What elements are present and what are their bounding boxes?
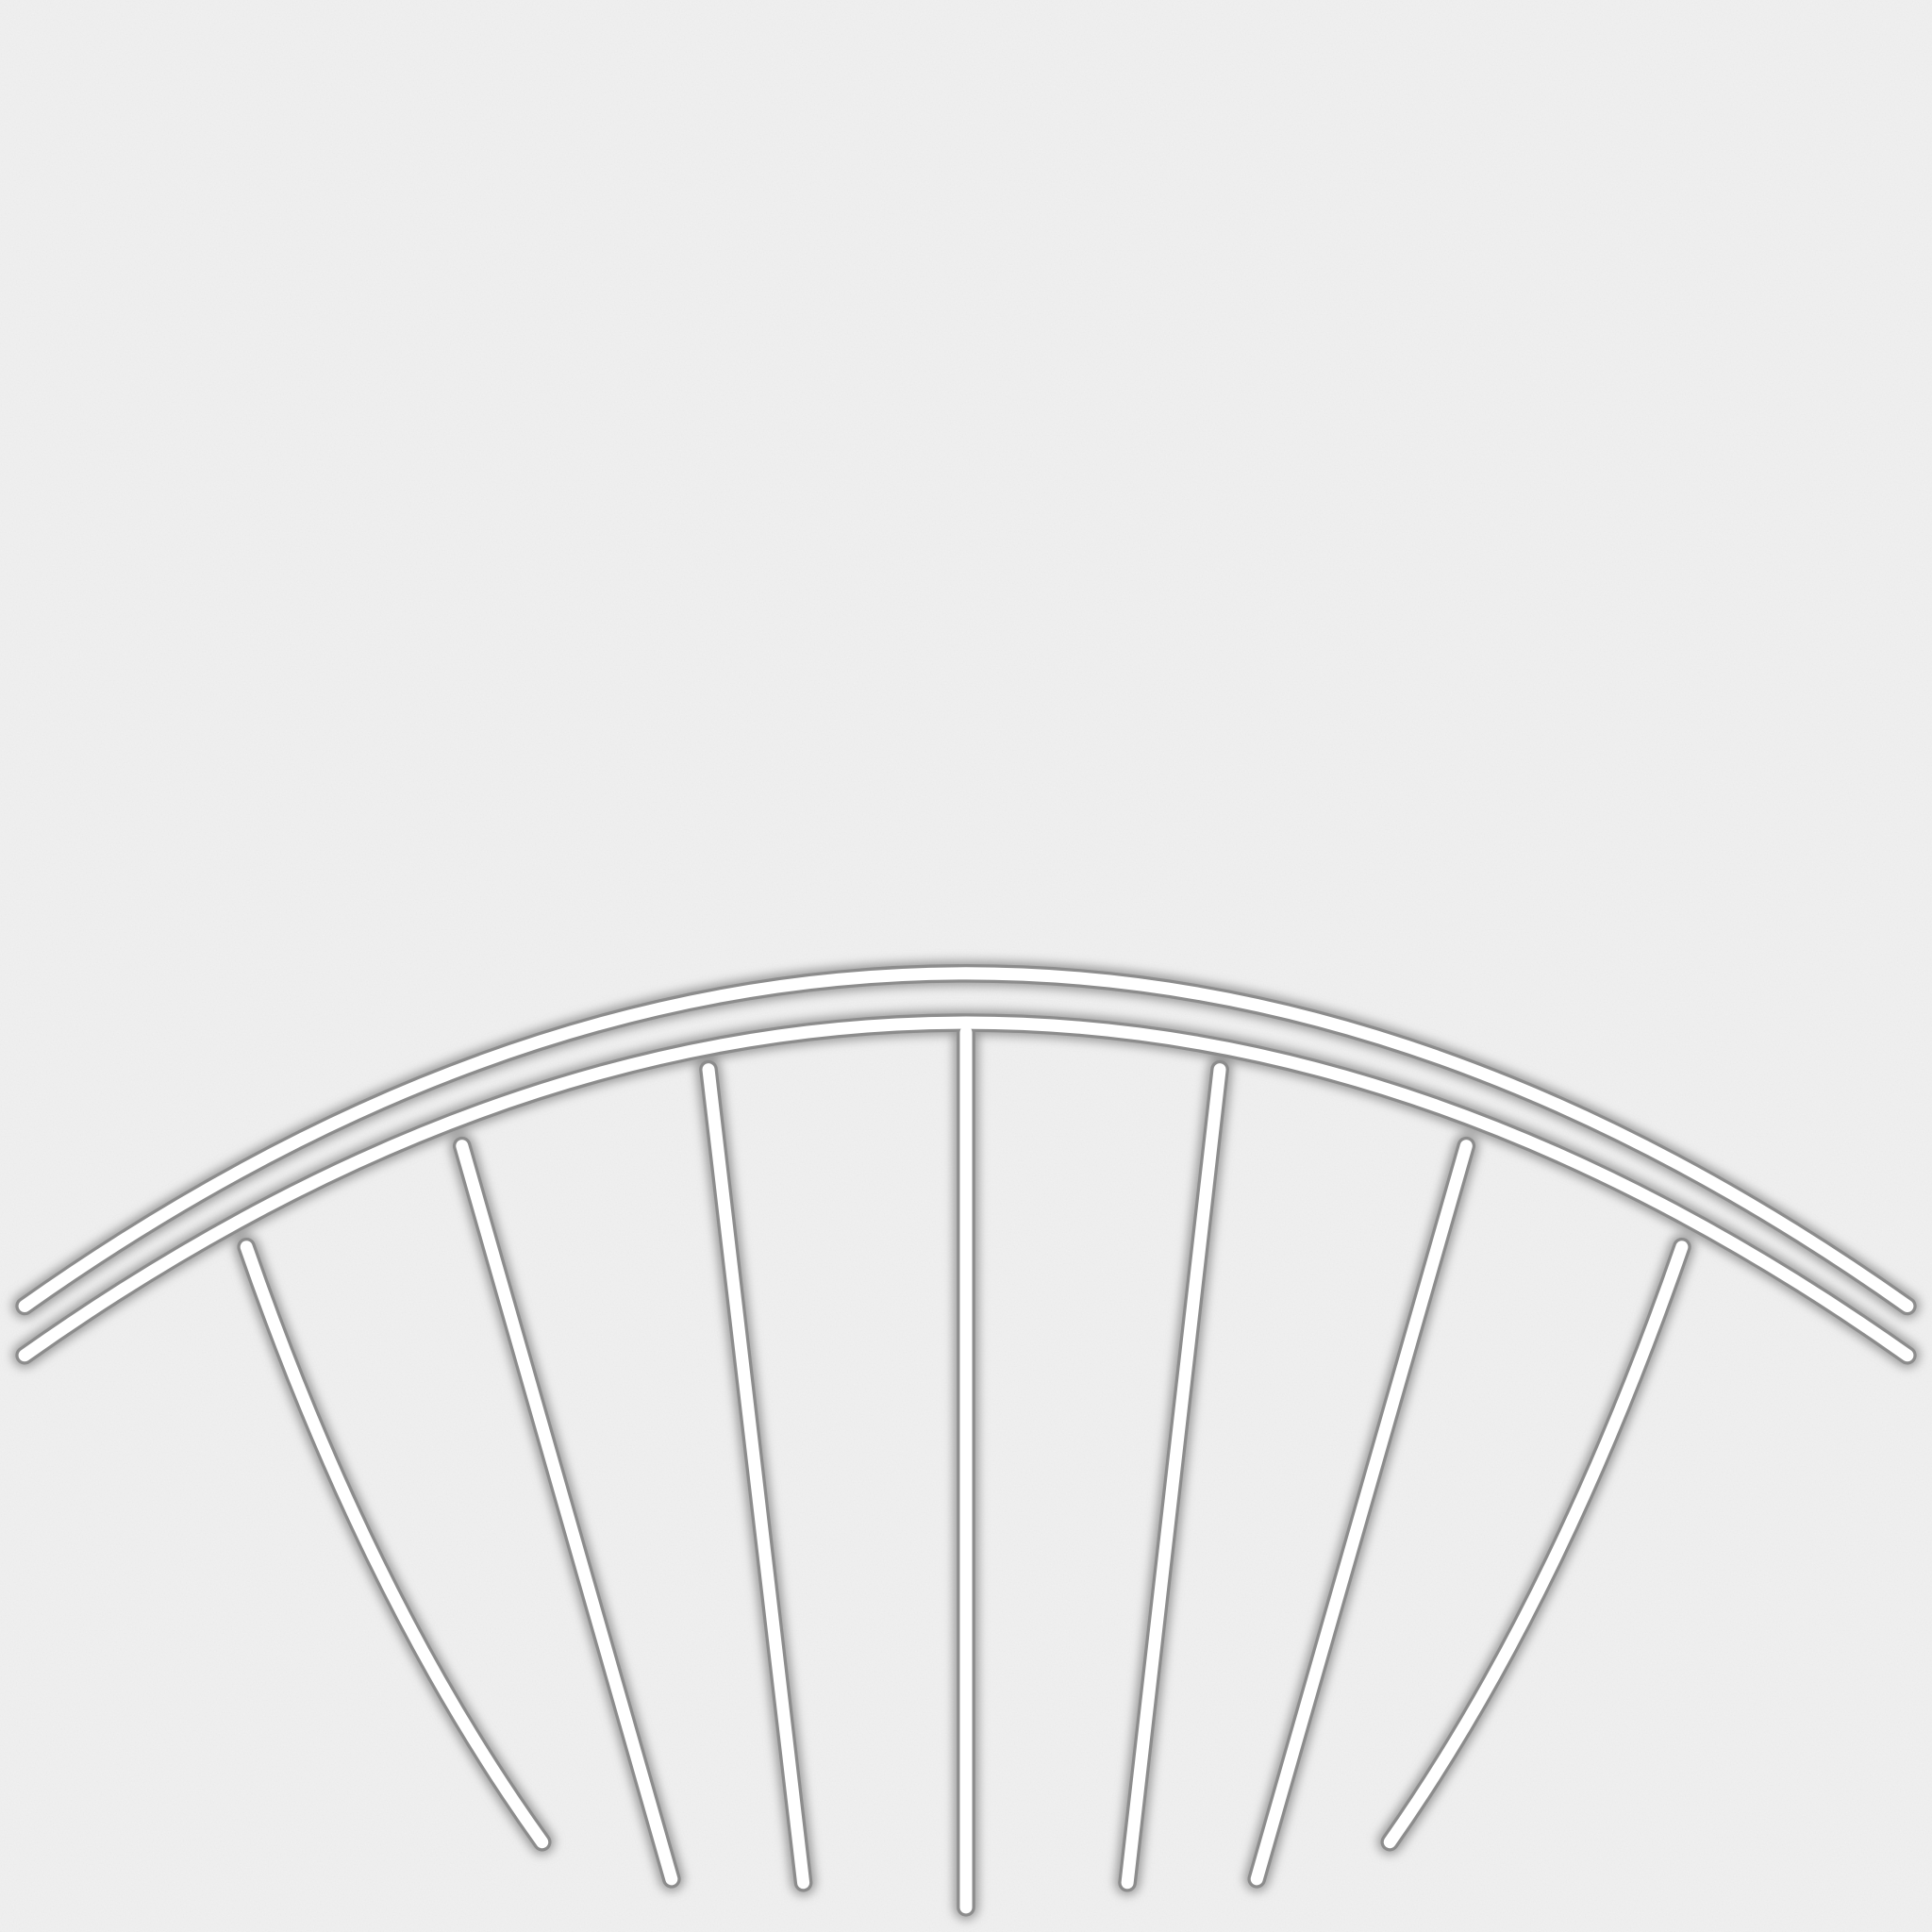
page: {} [0, 0, 1932, 1932]
scene [0, 0, 1932, 1932]
